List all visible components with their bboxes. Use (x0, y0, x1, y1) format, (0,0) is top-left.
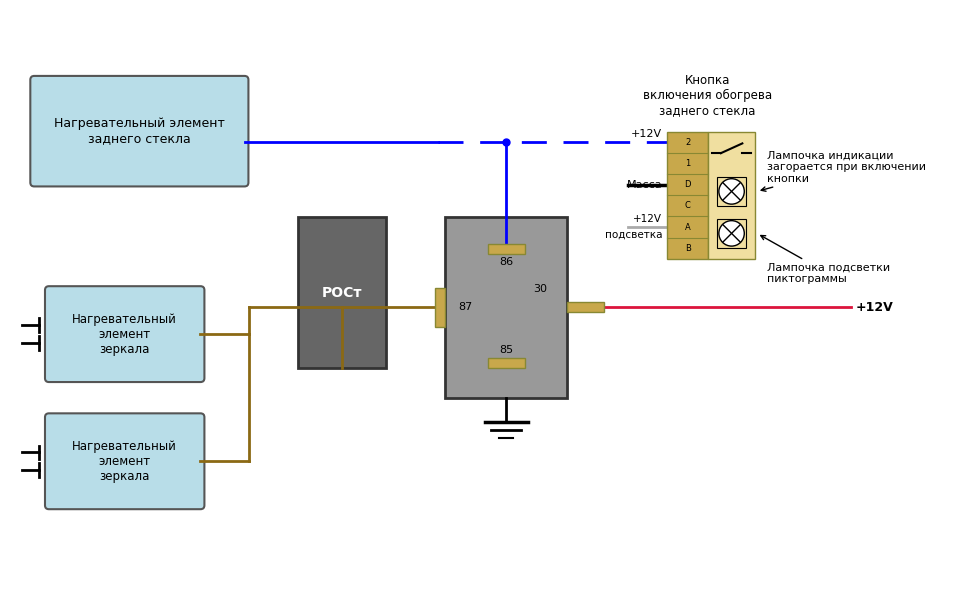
Text: Нагревательный элемент
заднего стекла: Нагревательный элемент заднего стекла (54, 117, 225, 145)
Circle shape (719, 221, 744, 246)
Text: Лампочка индикации
загорается при включении
кнопки: Лампочка индикации загорается при включе… (761, 150, 925, 191)
Bar (488, 244, 525, 254)
Bar (667, 132, 708, 259)
Text: 85: 85 (499, 345, 514, 355)
Text: подсветка: подсветка (605, 230, 662, 240)
Text: Нагревательный
элемент
зеркала: Нагревательный элемент зеркала (72, 313, 178, 356)
Text: 2: 2 (684, 137, 690, 147)
Bar (567, 302, 605, 312)
Text: D: D (684, 180, 691, 189)
Text: C: C (684, 201, 690, 211)
Text: Нагревательный
элемент
зеркала: Нагревательный элемент зеркала (72, 440, 178, 483)
Bar (717, 219, 746, 248)
Text: Лампочка подсветки
пиктограммы: Лампочка подсветки пиктограммы (760, 235, 890, 284)
Bar (708, 132, 756, 259)
FancyBboxPatch shape (45, 414, 204, 509)
Text: A: A (684, 222, 690, 231)
Text: Масса: Масса (627, 179, 662, 189)
FancyBboxPatch shape (45, 286, 204, 382)
Bar (299, 217, 386, 368)
Circle shape (719, 179, 744, 204)
Text: 86: 86 (499, 257, 514, 267)
Text: Кнопка
включения обогрева
заднего стекла: Кнопка включения обогрева заднего стекла (642, 74, 772, 117)
FancyBboxPatch shape (31, 76, 249, 186)
Text: +12V: +12V (855, 301, 894, 314)
Text: +12V: +12V (634, 214, 662, 224)
Bar (488, 358, 525, 368)
Bar (717, 177, 746, 206)
Text: 30: 30 (534, 284, 547, 294)
Text: 1: 1 (684, 159, 690, 168)
Text: +12V: +12V (631, 129, 662, 139)
Text: 87: 87 (459, 302, 473, 312)
Text: РОСт: РОСт (322, 286, 363, 300)
Text: B: B (684, 244, 690, 253)
Bar (435, 288, 445, 327)
Bar (445, 217, 567, 398)
